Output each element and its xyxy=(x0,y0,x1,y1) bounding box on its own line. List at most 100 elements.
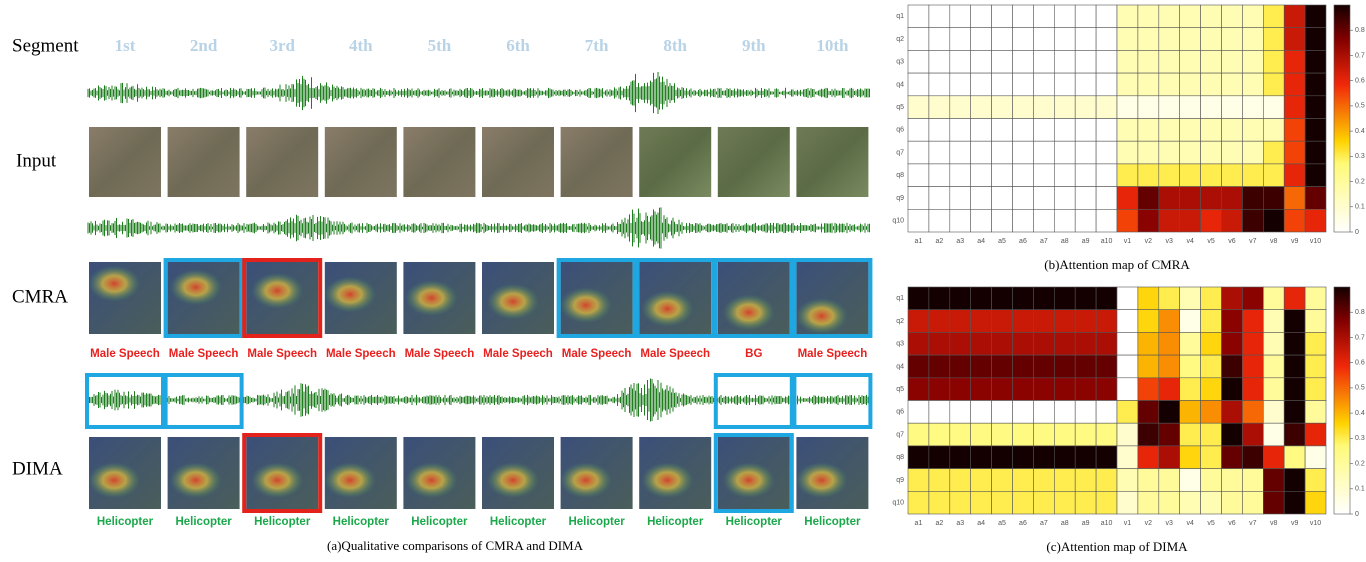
heatmap-cell xyxy=(1075,469,1096,492)
input-frame xyxy=(639,127,711,197)
heatmap-cell xyxy=(908,141,929,164)
heatmap-cell xyxy=(1180,355,1201,378)
heatmap-cell xyxy=(1075,332,1096,355)
heatmap-cell xyxy=(1117,332,1138,355)
heatmap-cell xyxy=(1222,378,1243,401)
heatmap-cell xyxy=(1096,164,1117,187)
cmra-prediction: Male Speech xyxy=(483,348,553,360)
heatmap-cell xyxy=(1096,141,1117,164)
cmra-prediction: Male Speech xyxy=(640,348,710,360)
segment-name: 9th xyxy=(742,36,766,55)
heatmap-cell xyxy=(929,332,950,355)
heatmap-cell xyxy=(929,96,950,119)
attention-blob xyxy=(560,462,612,498)
heatmap-cell xyxy=(992,209,1013,232)
heatmap-cell xyxy=(1180,96,1201,119)
heatmap-cell xyxy=(1054,423,1075,446)
heatmap-cell xyxy=(1180,50,1201,73)
dima-prediction: Helicopter xyxy=(647,516,704,528)
column-label: v10 xyxy=(1310,238,1321,245)
heatmap-cell xyxy=(1096,187,1117,210)
heatmap-cell xyxy=(950,119,971,142)
input-frame xyxy=(89,127,161,197)
heatmap-cell xyxy=(1054,5,1075,28)
heatmap-cell xyxy=(1117,164,1138,187)
input-frame xyxy=(168,127,240,197)
heatmap-cell xyxy=(1096,119,1117,142)
heatmap-cell xyxy=(1284,401,1305,424)
heatmap-cell xyxy=(1201,209,1222,232)
row-label: q9 xyxy=(896,477,904,484)
heatmap-cell xyxy=(1263,401,1284,424)
heatmap-cell xyxy=(1180,164,1201,187)
heatmap-cell xyxy=(908,355,929,378)
heatmap-cell xyxy=(1117,187,1138,210)
heatmap-cell xyxy=(1096,5,1117,28)
heatmap-cell xyxy=(1033,401,1054,424)
heatmap-cell xyxy=(1222,141,1243,164)
heatmap-cell xyxy=(1033,5,1054,28)
cmra-prediction: Male Speech xyxy=(247,348,317,360)
heatmap-cell xyxy=(1138,96,1159,119)
heatmap-cell xyxy=(971,141,992,164)
heatmap-cell xyxy=(1305,355,1326,378)
heatmap-cell xyxy=(1054,287,1075,310)
heatmap-cell xyxy=(1054,119,1075,142)
column-label: a1 xyxy=(915,520,923,527)
heatmap-cell xyxy=(1117,401,1138,424)
heatmap-cell xyxy=(1075,187,1096,210)
segment-name: 6th xyxy=(506,36,530,55)
row-label: q4 xyxy=(896,363,904,370)
heatmap-cell xyxy=(1222,5,1243,28)
heatmap-cell xyxy=(1242,28,1263,51)
heatmap-cell xyxy=(1242,96,1263,119)
attention-blob xyxy=(487,462,539,498)
heatmap-cell xyxy=(1138,355,1159,378)
heatmap-cell xyxy=(950,401,971,424)
colorbar xyxy=(1334,5,1350,232)
column-label: v3 xyxy=(1166,238,1174,245)
heatmap-cell xyxy=(1201,5,1222,28)
cmra-prediction: Male Speech xyxy=(90,348,160,360)
heatmap-cell xyxy=(992,96,1013,119)
heatmap-cell xyxy=(1054,28,1075,51)
heatmap-cell xyxy=(1242,50,1263,73)
heatmap-cell xyxy=(950,423,971,446)
input-frame xyxy=(718,127,790,197)
heatmap-cell xyxy=(1159,141,1180,164)
heatmap-cell xyxy=(1159,119,1180,142)
heatmap-cell xyxy=(929,164,950,187)
heatmap-cell xyxy=(1033,287,1054,310)
heatmap-cell xyxy=(1096,96,1117,119)
input-frame xyxy=(246,127,318,197)
heatmap-cell xyxy=(1263,73,1284,96)
column-label: a5 xyxy=(998,238,1006,245)
attention-blob xyxy=(641,462,693,498)
heatmap-cell xyxy=(1222,401,1243,424)
heatmap-cell xyxy=(1180,401,1201,424)
heatmap-cell xyxy=(1054,164,1075,187)
colorbar-tick-label: 0.1 xyxy=(1355,486,1365,493)
heatmap-cell xyxy=(1013,209,1034,232)
heatmap-cell xyxy=(1054,310,1075,333)
input-frame xyxy=(796,127,868,197)
caption: (b)Attention map of CMRA xyxy=(1044,257,1190,272)
column-label: a7 xyxy=(1040,238,1048,245)
heatmap-cell xyxy=(908,96,929,119)
heatmap-cell xyxy=(1054,141,1075,164)
heatmap-cell xyxy=(992,310,1013,333)
column-label: v2 xyxy=(1145,520,1153,527)
heatmap-cell xyxy=(1138,28,1159,51)
heatmap-cell xyxy=(1222,164,1243,187)
row-label: q5 xyxy=(896,104,904,111)
column-label: a2 xyxy=(935,238,943,245)
heatmap-cell xyxy=(1305,423,1326,446)
heatmap-cell xyxy=(1013,332,1034,355)
heatmap-cell xyxy=(1305,141,1326,164)
row-label: q6 xyxy=(896,127,904,134)
heatmap-cell xyxy=(1033,310,1054,333)
heatmap-cell xyxy=(1033,209,1054,232)
heatmap-cell xyxy=(1013,96,1034,119)
attention-blob xyxy=(796,462,848,498)
heatmap-cell xyxy=(950,96,971,119)
